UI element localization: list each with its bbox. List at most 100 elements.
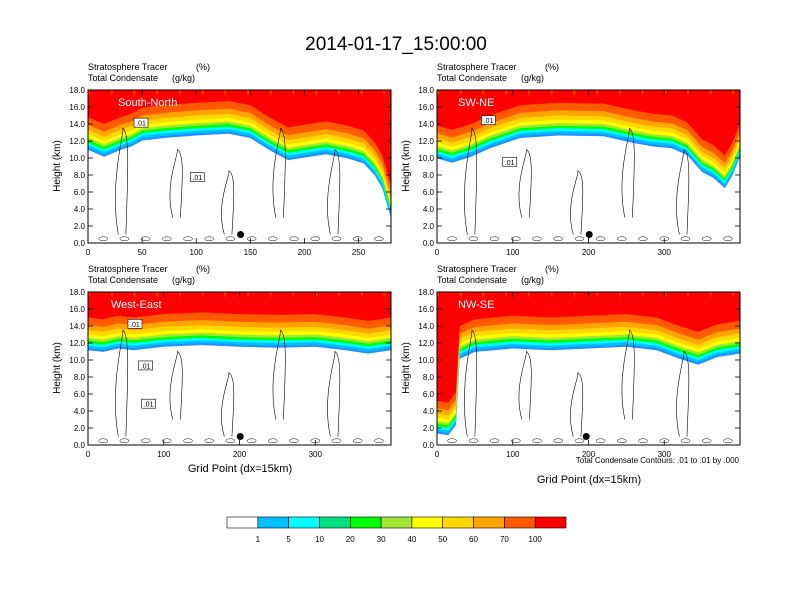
tracer-field — [437, 292, 740, 443]
tracer-streak — [717, 90, 720, 95]
x-tick-label: 150 — [244, 248, 258, 257]
tracer-streak — [383, 292, 386, 297]
tracer-streak — [209, 90, 212, 95]
tracer-streak — [178, 292, 181, 297]
tracer-streak — [269, 90, 272, 95]
tracer-streak — [664, 292, 667, 297]
tracer-streak — [307, 292, 310, 297]
x-tick-label: 200 — [298, 248, 312, 257]
condensate-contour — [723, 438, 733, 443]
y-tick-label: 10.0 — [418, 356, 434, 365]
condensate-contour — [169, 350, 183, 420]
condensate-contour — [119, 236, 130, 241]
tracer-streak — [118, 292, 121, 297]
condensate-contour — [289, 438, 299, 443]
tracer-streak — [254, 292, 257, 297]
panel-unit-line2: (g/kg) — [172, 275, 195, 285]
tracer-streak — [603, 90, 606, 95]
panel-west-east: Stratosphere Tracer (%) Total Condensate… — [52, 264, 392, 475]
x-tick-label: 0 — [86, 450, 91, 459]
tracer-streak — [671, 292, 674, 297]
y-tick-label: 2.0 — [423, 424, 435, 433]
tracer-streak — [732, 90, 735, 95]
tracer-streak — [315, 90, 318, 95]
colorbar-label: 1 — [256, 535, 261, 544]
tracer-streak — [649, 90, 652, 95]
condensate-contour — [464, 127, 478, 235]
condensate-contour — [617, 438, 627, 443]
tracer-streak — [694, 90, 697, 95]
y-tick-label: 18.0 — [418, 86, 434, 95]
condensate-contour — [169, 148, 183, 218]
y-tick-label: 12.0 — [69, 137, 85, 146]
tracer-streak — [444, 292, 447, 297]
panel-unit-line1: (%) — [545, 62, 559, 72]
condensate-contour — [532, 236, 542, 241]
tracer-streak — [194, 292, 197, 297]
x-tick-label: 300 — [658, 248, 672, 257]
y-tick-label: 8.0 — [74, 171, 86, 180]
y-tick-label: 4.0 — [74, 205, 86, 214]
tracer-streak — [88, 90, 90, 95]
condensate-contour — [140, 236, 151, 241]
tracer-streak — [95, 292, 98, 297]
tracer-streak — [679, 90, 682, 95]
tracer-streak — [148, 292, 151, 297]
y-tick-label: 0.0 — [423, 441, 435, 450]
tracer-streak — [345, 90, 348, 95]
tracer-streak — [315, 292, 318, 297]
tracer-streak — [687, 292, 689, 297]
tracer-streak — [694, 292, 697, 297]
y-tick-label: 16.0 — [69, 305, 85, 314]
colorbar-label: 40 — [407, 535, 416, 544]
y-tick-label: 2.0 — [74, 222, 86, 231]
condensate-contour — [183, 438, 193, 443]
tracer-streak — [345, 292, 348, 297]
tracer-streak — [353, 90, 356, 95]
tracer-streak — [163, 292, 166, 297]
condensate-contour — [268, 236, 278, 241]
y-tick-label: 2.0 — [74, 424, 86, 433]
panel-title-line1: Stratosphere Tracer — [437, 62, 517, 72]
tracer-streak — [724, 90, 727, 95]
tracer-streak — [634, 292, 636, 297]
tracer-streak — [603, 292, 606, 297]
contour-label-box — [189, 172, 205, 182]
colorbar-label: 60 — [469, 535, 478, 544]
tracer-streak — [580, 90, 583, 95]
tracer-streak — [239, 90, 242, 95]
x-tick-label: 0 — [435, 450, 440, 459]
tracer-streak — [322, 90, 325, 95]
y-tick-label: 14.0 — [69, 120, 85, 129]
condensate-contour — [638, 236, 648, 241]
tracer-streak — [231, 292, 234, 297]
y-tick-label: 4.0 — [423, 205, 435, 214]
y-tick-label: 16.0 — [69, 103, 85, 112]
y-tick-label: 4.0 — [423, 407, 435, 416]
y-tick-label: 6.0 — [74, 188, 86, 197]
colorbar-label: 30 — [377, 535, 386, 544]
tracer-streak — [459, 90, 462, 95]
tracer-streak — [368, 292, 371, 297]
colorbar-box — [288, 516, 320, 529]
tracer-streak — [375, 292, 378, 297]
y-tick-label: 6.0 — [423, 188, 435, 197]
condensate-contour — [246, 236, 257, 241]
panel-unit-line2: (g/kg) — [172, 73, 195, 83]
condensate-contour — [676, 148, 690, 235]
tracer-streak — [641, 90, 644, 95]
tracer-streak — [186, 292, 189, 297]
panel-region-label: SW-NE — [458, 97, 494, 109]
y-tick-label: 18.0 — [418, 288, 434, 297]
condensate-contour — [374, 236, 384, 241]
x-tick-label: 300 — [658, 450, 672, 459]
tracer-streak — [709, 90, 712, 95]
tracer-streak — [148, 90, 151, 95]
tracer-streak — [543, 292, 545, 297]
condensate-contour — [225, 236, 236, 241]
tracer-streak — [231, 90, 234, 95]
condensate-contour — [464, 329, 478, 437]
tracer-streak — [588, 90, 591, 95]
figure-title: 2014-01-17_15:00:00 — [305, 34, 487, 55]
tracer-streak — [178, 90, 181, 95]
